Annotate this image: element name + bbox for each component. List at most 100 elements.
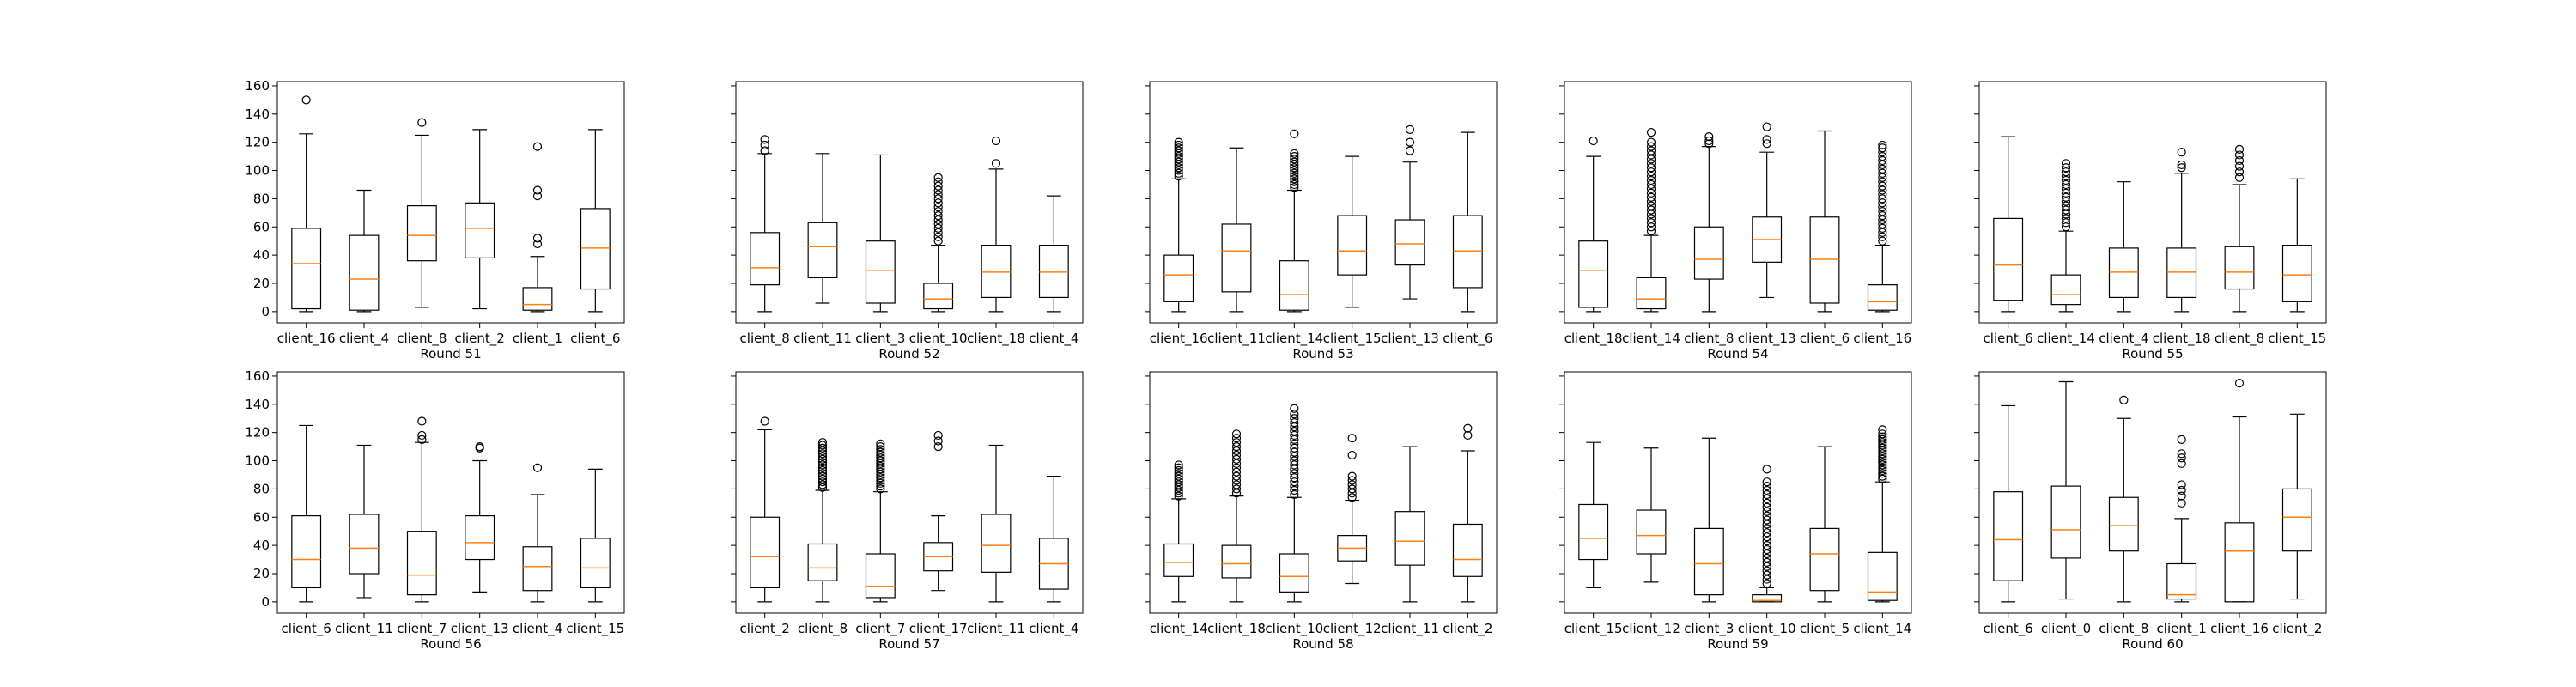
box-client_11 — [1221, 147, 1252, 313]
iqr-box — [807, 543, 838, 581]
outlier-point — [817, 474, 828, 483]
iqr-box — [291, 515, 322, 589]
outlier-point — [1878, 140, 1887, 150]
x-tick-label: client_13 — [1738, 331, 1796, 347]
x-tick-label: client_4 — [513, 621, 562, 637]
iqr-box — [1038, 245, 1069, 299]
boxplot-panel: 0 20 40 60 80 100 120 140 160 client_16 client_4 cl… — [245, 78, 625, 362]
outlier-point — [817, 465, 828, 476]
iqr-box — [1993, 491, 2024, 581]
x-tick-label: client_10 — [909, 331, 968, 347]
iqr-box — [1578, 240, 1609, 308]
outlier-point — [2061, 184, 2071, 193]
outlier-point — [1231, 489, 1242, 498]
iqr-box — [580, 208, 611, 290]
y-tick-label: 100 — [245, 163, 270, 179]
round-label: Round 59 — [1707, 636, 1768, 652]
outlier-point — [1762, 520, 1771, 529]
outlier-point — [2061, 179, 2071, 190]
outlier-point — [1704, 131, 1714, 142]
outlier-point — [2061, 210, 2071, 219]
outlier-point — [2061, 188, 2071, 198]
box-client_6 — [580, 129, 611, 313]
outlier-point — [876, 461, 885, 471]
x-tick-label: client_8 — [1684, 331, 1734, 347]
box-client_8 — [1693, 131, 1724, 313]
outlier-point — [1290, 469, 1299, 478]
iqr-box — [1452, 215, 1483, 289]
outlier-point — [1646, 163, 1656, 173]
x-tick-label: client_8 — [397, 331, 447, 347]
outlier-point — [1231, 463, 1242, 472]
outlier-point — [2234, 161, 2245, 171]
outlier-point — [2234, 150, 2245, 160]
y-tick-label: 0 — [261, 594, 270, 610]
outlier-point — [1762, 139, 1771, 149]
x-tick-label: client_14 — [1622, 331, 1680, 347]
outlier-point — [1174, 143, 1183, 153]
iqr-box — [349, 234, 380, 311]
x-tick-label: client_2 — [740, 621, 790, 637]
x-tick-label: client_18 — [1207, 621, 1266, 637]
outlier-point — [1646, 175, 1656, 185]
x-tick-label: client_11 — [1207, 331, 1266, 347]
outlier-point — [1762, 549, 1771, 559]
x-tick-label: client_4 — [1029, 621, 1078, 637]
outlier-point — [933, 173, 943, 182]
outlier-point — [1878, 471, 1887, 481]
x-tick-label: client_18 — [967, 331, 1025, 347]
axes-frame — [1564, 81, 1912, 324]
outlier-point — [817, 446, 828, 456]
x-tick-label: client_18 — [1564, 331, 1623, 347]
outlier-point — [2119, 395, 2129, 404]
outlier-point — [1762, 532, 1771, 542]
boxplot-panel: client_18 client_14 client_8 client_13 clien… — [1559, 81, 1912, 362]
outlier-point — [2234, 155, 2245, 166]
box-client_15 — [1578, 441, 1609, 589]
outlier-point — [1646, 188, 1656, 198]
outlier-point — [1174, 168, 1183, 178]
box-client_8 — [406, 118, 437, 308]
y-tick-label: 120 — [245, 425, 270, 441]
outlier-point — [876, 453, 885, 463]
outlier-point — [1231, 484, 1242, 494]
x-tick-label: client_5 — [1800, 621, 1850, 637]
y-tick-label: 0 — [261, 304, 270, 319]
outlier-point — [933, 215, 943, 225]
outlier-point — [1878, 465, 1887, 476]
iqr-box — [522, 287, 553, 311]
outlier-point — [1878, 458, 1887, 467]
outlier-point — [1646, 222, 1656, 232]
box-client_2 — [1452, 423, 1483, 603]
x-tick-label: client_12 — [1622, 621, 1680, 637]
outlier-point — [817, 483, 828, 492]
outlier-point — [1174, 151, 1183, 161]
x-tick-label: client_18 — [2153, 331, 2211, 347]
box-client_6 — [1993, 404, 2024, 603]
box-client_16 — [1867, 140, 1898, 313]
outlier-point — [1878, 155, 1887, 166]
box-client_6 — [1452, 131, 1483, 313]
x-tick-label: client_8 — [2099, 621, 2148, 637]
outlier-point — [2177, 480, 2186, 489]
outlier-point — [1290, 430, 1299, 441]
outlier-point — [933, 223, 943, 234]
y-tick-label: 80 — [253, 191, 270, 206]
outlier-point — [417, 430, 427, 441]
boxplot-panel: client_16 client_11 client_14 client_15 clie… — [1145, 81, 1498, 362]
outlier-point — [1878, 429, 1887, 439]
outlier-point — [1646, 218, 1656, 228]
outlier-point — [532, 185, 543, 195]
y-tick-label: 160 — [245, 78, 270, 94]
box-client_7 — [406, 416, 437, 603]
x-tick-label: client_16 — [2210, 621, 2269, 637]
outlier-point — [1174, 171, 1183, 181]
outlier-point — [760, 416, 769, 426]
outlier-point — [1290, 166, 1299, 175]
outlier-point — [1231, 480, 1242, 489]
outlier-point — [1762, 537, 1771, 546]
iqr-box — [1809, 527, 1840, 592]
iqr-box — [923, 283, 954, 310]
outlier-point — [876, 445, 885, 454]
outlier-point — [933, 185, 943, 195]
